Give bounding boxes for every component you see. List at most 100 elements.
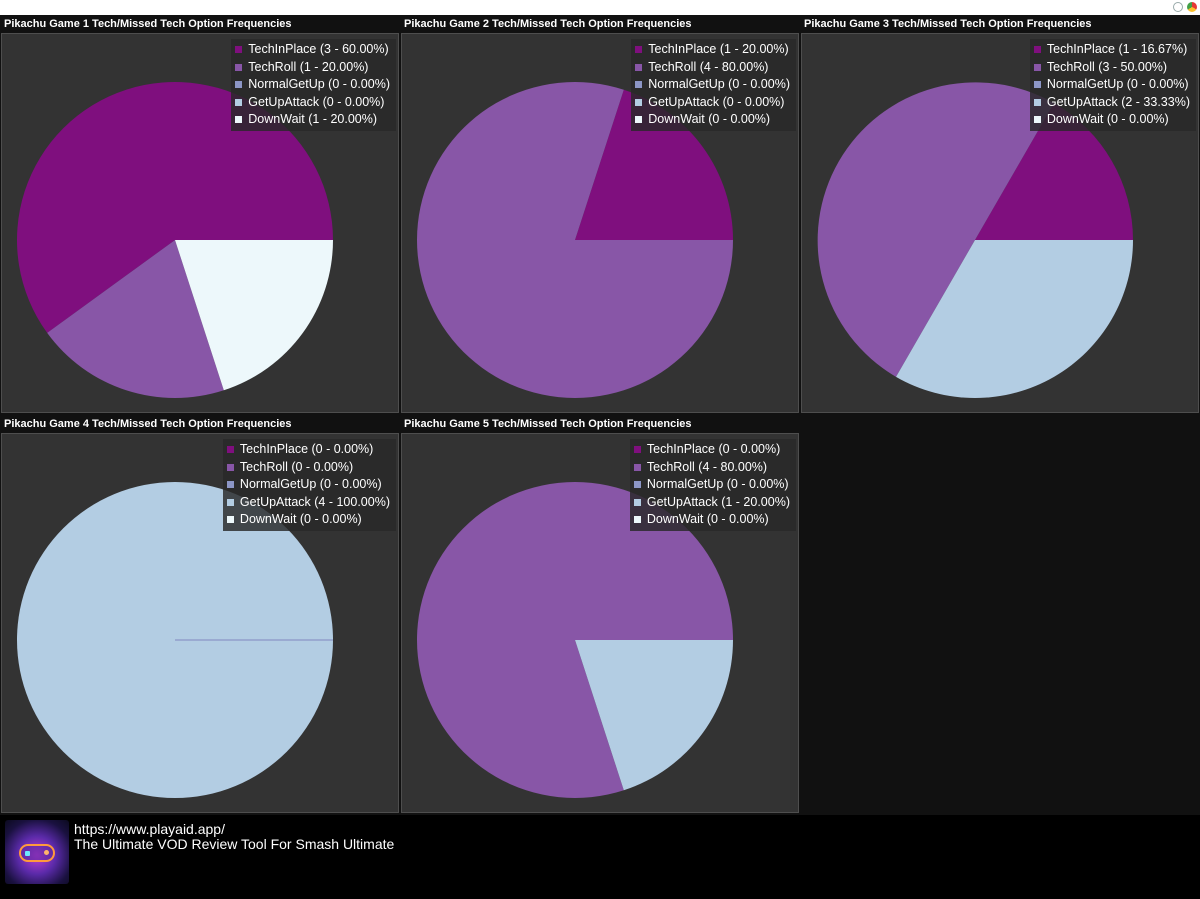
legend-swatch bbox=[635, 81, 643, 89]
legend-swatch bbox=[633, 463, 641, 471]
legend-label: TechRoll (4 - 80.00%) bbox=[646, 459, 768, 474]
legend-label: DownWait (0 - 0.00%) bbox=[1046, 112, 1169, 126]
plot-area: TechInPlace (1 - 16.67%) TechRoll (3 - 50… bbox=[801, 33, 1199, 413]
chart-legend: TechInPlace (0 - 0.00%) TechRoll (0 - 0.0… bbox=[222, 439, 396, 531]
chart-legend: TechInPlace (1 - 20.00%) TechRoll (4 - 80… bbox=[631, 39, 796, 131]
chart-panel-game-3: Pikachu Game 3 Tech/Missed Tech Option F… bbox=[801, 16, 1200, 416]
legend-swatch bbox=[226, 446, 234, 454]
legend-item-get-up-attack[interactable]: GetUpAttack (4 - 100.00%) bbox=[226, 494, 390, 512]
legend-swatch bbox=[635, 63, 643, 71]
legend-item-normal-get-up[interactable]: NormalGetUp (0 - 0.00%) bbox=[633, 476, 790, 494]
pie-slice-get-up-attack[interactable] bbox=[575, 640, 733, 791]
legend-label: TechInPlace (1 - 16.67%) bbox=[1046, 42, 1188, 56]
legend-swatch bbox=[235, 46, 243, 54]
legend-item-tech-roll[interactable]: TechRoll (4 - 80.00%) bbox=[633, 459, 790, 477]
legend-label: NormalGetUp (0 - 0.00%) bbox=[646, 477, 789, 491]
legend-item-tech-roll[interactable]: TechRoll (3 - 50.00%) bbox=[1033, 59, 1190, 77]
legend-item-tech-in-place[interactable]: TechInPlace (0 - 0.00%) bbox=[226, 441, 390, 459]
chart-panel-game-5: Pikachu Game 5 Tech/Missed Tech Option F… bbox=[401, 416, 800, 816]
pie-chart bbox=[17, 482, 333, 798]
legend-label: TechInPlace (3 - 60.00%) bbox=[248, 42, 389, 56]
legend-swatch bbox=[226, 498, 234, 506]
chart-title: Pikachu Game 5 Tech/Missed Tech Option F… bbox=[404, 418, 692, 430]
chart-title: Pikachu Game 2 Tech/Missed Tech Option F… bbox=[404, 18, 692, 30]
legend-item-tech-roll[interactable]: TechRoll (1 - 20.00%) bbox=[235, 59, 390, 77]
legend-swatch bbox=[633, 516, 641, 524]
legend-label: TechRoll (0 - 0.00%) bbox=[239, 459, 354, 474]
legend-item-tech-in-place[interactable]: TechInPlace (0 - 0.00%) bbox=[633, 441, 790, 459]
legend-item-normal-get-up[interactable]: NormalGetUp (0 - 0.00%) bbox=[635, 76, 790, 94]
legend-label: GetUpAttack (1 - 20.00%) bbox=[646, 494, 790, 509]
chart-panel-game-1: Pikachu Game 1 Tech/Missed Tech Option F… bbox=[1, 16, 400, 416]
legend-swatch bbox=[633, 446, 641, 454]
legend-swatch bbox=[1033, 81, 1041, 89]
legend-label: DownWait (1 - 20.00%) bbox=[248, 112, 378, 126]
legend-swatch bbox=[1033, 98, 1041, 106]
chart-title: Pikachu Game 3 Tech/Missed Tech Option F… bbox=[804, 18, 1092, 30]
extension-icon[interactable] bbox=[1173, 2, 1183, 12]
legend-item-normal-get-up[interactable]: NormalGetUp (0 - 0.00%) bbox=[1033, 76, 1190, 94]
chart-title: Pikachu Game 4 Tech/Missed Tech Option F… bbox=[4, 418, 292, 430]
pie-chart bbox=[417, 482, 733, 799]
pie-slice-tech-in-place[interactable] bbox=[17, 81, 334, 333]
legend-item-down-wait[interactable]: DownWait (1 - 20.00%) bbox=[235, 111, 390, 129]
legend-label: TechInPlace (0 - 0.00%) bbox=[646, 442, 781, 456]
browser-top-bar bbox=[0, 0, 1200, 15]
pie-slice-tech-roll[interactable] bbox=[47, 240, 224, 398]
legend-item-get-up-attack[interactable]: GetUpAttack (2 - 33.33%) bbox=[1033, 94, 1190, 112]
pie-slice-tech-roll[interactable] bbox=[417, 482, 733, 799]
chart-legend: TechInPlace (3 - 60.00%) TechRoll (1 - 20… bbox=[231, 39, 396, 131]
legend-item-get-up-attack[interactable]: GetUpAttack (0 - 0.00%) bbox=[635, 94, 790, 112]
site-tagline: The Ultimate VOD Review Tool For Smash U… bbox=[74, 836, 395, 852]
legend-swatch bbox=[226, 463, 234, 471]
pie-slice-tech-in-place[interactable] bbox=[975, 103, 1133, 240]
legend-item-tech-in-place[interactable]: TechInPlace (1 - 20.00%) bbox=[635, 41, 790, 59]
legend-item-down-wait[interactable]: DownWait (0 - 0.00%) bbox=[635, 111, 790, 129]
chart-title: Pikachu Game 1 Tech/Missed Tech Option F… bbox=[4, 18, 292, 30]
legend-swatch bbox=[235, 81, 243, 89]
pie-slice-tech-roll[interactable] bbox=[817, 82, 1054, 377]
legend-label: TechInPlace (0 - 0.00%) bbox=[239, 442, 374, 456]
chart-panel-game-2: Pikachu Game 2 Tech/Missed Tech Option F… bbox=[401, 16, 800, 416]
plot-area: TechInPlace (1 - 20.00%) TechRoll (4 - 80… bbox=[401, 33, 799, 413]
legend-label: GetUpAttack (2 - 33.33%) bbox=[1046, 94, 1190, 109]
legend-swatch bbox=[235, 116, 243, 124]
plot-area: TechInPlace (0 - 0.00%) TechRoll (0 - 0.0… bbox=[1, 433, 399, 813]
legend-swatch bbox=[635, 116, 643, 124]
legend-label: DownWait (0 - 0.00%) bbox=[239, 512, 362, 526]
legend-item-tech-roll[interactable]: TechRoll (0 - 0.00%) bbox=[226, 459, 390, 477]
legend-swatch bbox=[635, 98, 643, 106]
legend-item-tech-in-place[interactable]: TechInPlace (1 - 16.67%) bbox=[1033, 41, 1190, 59]
legend-label: TechRoll (4 - 80.00%) bbox=[648, 59, 769, 74]
legend-swatch bbox=[1033, 46, 1041, 54]
legend-label: DownWait (0 - 0.00%) bbox=[646, 512, 769, 526]
legend-label: GetUpAttack (0 - 0.00%) bbox=[648, 94, 785, 109]
chart-panel-game-4: Pikachu Game 4 Tech/Missed Tech Option F… bbox=[1, 416, 400, 816]
legend-item-get-up-attack[interactable]: GetUpAttack (0 - 0.00%) bbox=[235, 94, 390, 112]
footer-banner: https://www.playaid.app/ The Ultimate VO… bbox=[0, 815, 1200, 899]
legend-item-down-wait[interactable]: DownWait (0 - 0.00%) bbox=[633, 511, 790, 529]
legend-item-get-up-attack[interactable]: GetUpAttack (1 - 20.00%) bbox=[633, 494, 790, 512]
legend-label: TechRoll (1 - 20.00%) bbox=[248, 59, 369, 74]
pie-chart bbox=[417, 81, 733, 398]
legend-item-tech-roll[interactable]: TechRoll (4 - 80.00%) bbox=[635, 59, 790, 77]
chart-legend: TechInPlace (0 - 0.00%) TechRoll (4 - 80.… bbox=[629, 439, 796, 531]
legend-swatch bbox=[633, 481, 641, 489]
pie-slice-tech-roll[interactable] bbox=[417, 81, 733, 398]
pie-slice-tech-in-place[interactable] bbox=[575, 89, 733, 240]
legend-label: TechInPlace (1 - 20.00%) bbox=[648, 42, 789, 56]
pie-slice-get-up-attack[interactable] bbox=[896, 240, 1133, 398]
gamepad-button bbox=[44, 850, 49, 855]
legend-item-normal-get-up[interactable]: NormalGetUp (0 - 0.00%) bbox=[235, 76, 390, 94]
legend-item-down-wait[interactable]: DownWait (0 - 0.00%) bbox=[1033, 111, 1190, 129]
pie-slice-down-wait[interactable] bbox=[175, 240, 333, 391]
legend-item-down-wait[interactable]: DownWait (0 - 0.00%) bbox=[226, 511, 390, 529]
site-url: https://www.playaid.app/ bbox=[74, 821, 225, 837]
legend-swatch bbox=[226, 481, 234, 489]
legend-label: NormalGetUp (0 - 0.00%) bbox=[1046, 77, 1189, 91]
legend-label: GetUpAttack (4 - 100.00%) bbox=[239, 494, 390, 509]
legend-item-normal-get-up[interactable]: NormalGetUp (0 - 0.00%) bbox=[226, 476, 390, 494]
gamepad-dpad bbox=[25, 851, 30, 856]
chrome-extension-icon[interactable] bbox=[1187, 2, 1197, 12]
legend-item-tech-in-place[interactable]: TechInPlace (3 - 60.00%) bbox=[235, 41, 390, 59]
